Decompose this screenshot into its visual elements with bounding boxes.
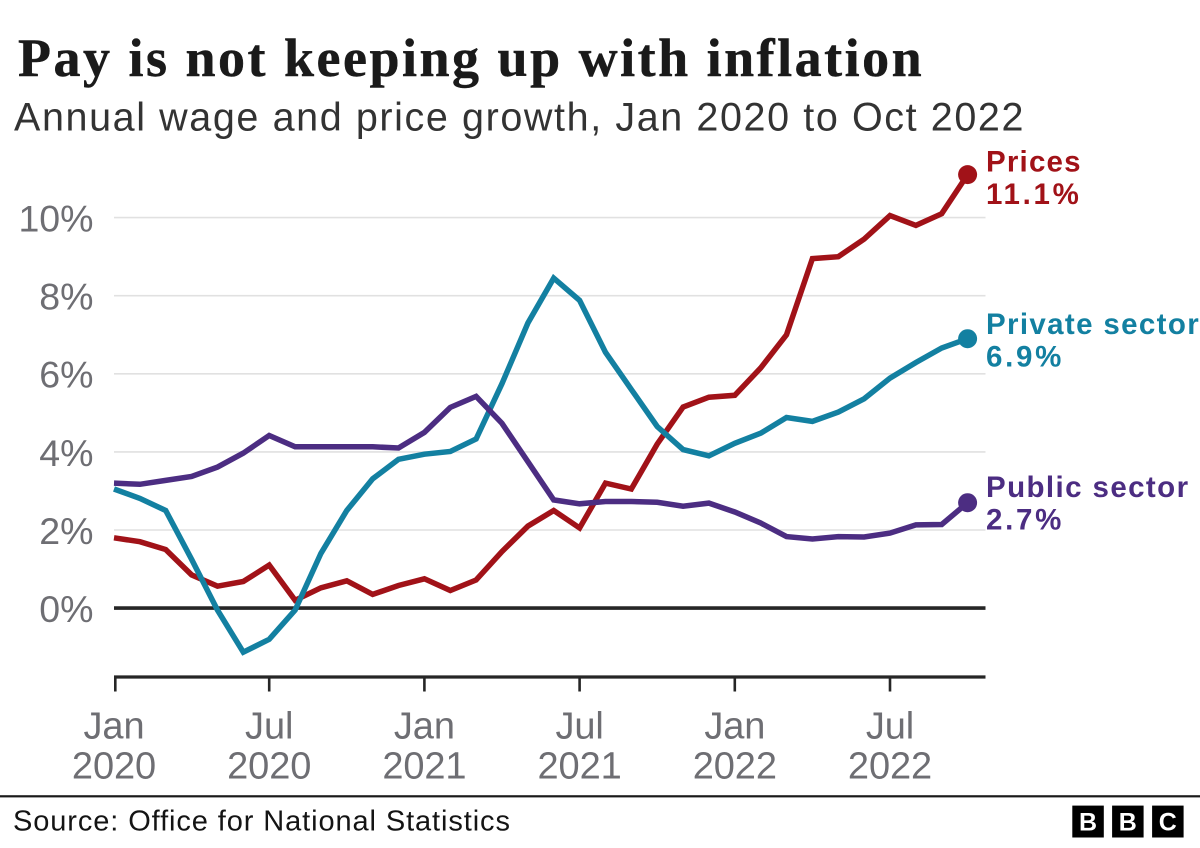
- svg-text:Jul: Jul: [555, 706, 603, 748]
- svg-text:Private sector: Private sector: [986, 308, 1200, 341]
- svg-text:8%: 8%: [39, 276, 93, 318]
- svg-text:B: B: [1079, 809, 1097, 837]
- svg-text:2020: 2020: [227, 746, 311, 788]
- svg-text:2021: 2021: [538, 746, 622, 788]
- svg-text:0%: 0%: [39, 588, 93, 630]
- svg-text:2%: 2%: [39, 510, 93, 552]
- svg-text:Pay is not keeping up with inf: Pay is not keeping up with inflation: [18, 28, 924, 88]
- svg-text:11.1%: 11.1%: [986, 178, 1082, 211]
- svg-text:2.7%: 2.7%: [986, 504, 1064, 537]
- svg-text:Jul: Jul: [245, 706, 293, 748]
- svg-text:Jan: Jan: [704, 706, 765, 748]
- svg-text:2022: 2022: [693, 746, 777, 788]
- svg-text:6%: 6%: [39, 354, 93, 396]
- svg-text:Jul: Jul: [866, 706, 914, 748]
- svg-text:C: C: [1159, 809, 1177, 837]
- svg-text:Source: Office for National St: Source: Office for National Statistics: [13, 806, 511, 838]
- svg-text:6.9%: 6.9%: [986, 340, 1064, 373]
- svg-text:2022: 2022: [848, 746, 932, 788]
- svg-text:Annual wage and price growth,: Annual wage and price growth, Jan 2020 t…: [14, 96, 1025, 140]
- svg-text:Jan: Jan: [394, 706, 455, 748]
- svg-text:4%: 4%: [39, 432, 93, 474]
- svg-text:Public sector: Public sector: [986, 471, 1189, 504]
- svg-text:2021: 2021: [382, 746, 466, 788]
- svg-text:2020: 2020: [72, 746, 156, 788]
- svg-text:Jan: Jan: [84, 706, 145, 748]
- svg-text:Prices: Prices: [986, 146, 1082, 179]
- svg-text:B: B: [1119, 809, 1137, 837]
- svg-text:10%: 10%: [18, 198, 93, 240]
